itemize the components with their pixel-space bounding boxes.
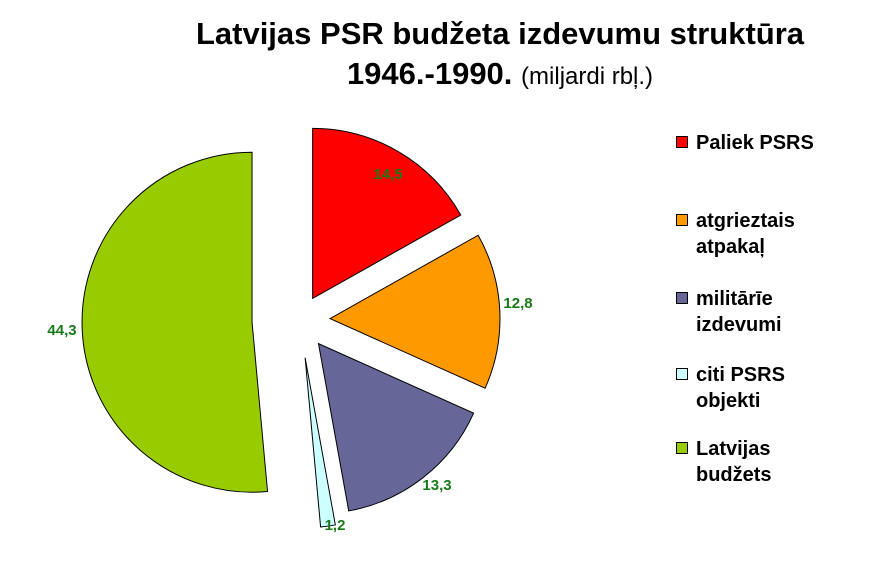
legend-label: militārīe izdevumi bbox=[696, 288, 782, 336]
pie-slice-paliek-psrs bbox=[312, 127, 462, 300]
legend-label: citi PSRS objekti bbox=[696, 364, 785, 412]
pie-slice-citi-psrs bbox=[304, 357, 336, 528]
chart-title-line2: 1946.-1990. (miljardi rbļ.) bbox=[150, 54, 850, 97]
pie-data-labels: 14,5 12,8 13,3 1,2 44,3 bbox=[47, 166, 532, 534]
legend-swatch bbox=[676, 214, 688, 226]
legend-label: Paliek PSRS bbox=[696, 132, 814, 154]
data-label-atgrieztais: 12,8 bbox=[503, 295, 532, 312]
legend-swatch bbox=[676, 292, 688, 304]
legend-swatch bbox=[676, 442, 688, 454]
pie-slices bbox=[81, 127, 501, 528]
chart-title-line1: Latvijas PSR budžeta izdevumu struktūra bbox=[195, 16, 805, 51]
pie-slice-latvijas-budzets bbox=[81, 151, 269, 493]
legend-label: atgrieztais atpakaļ bbox=[696, 210, 795, 258]
data-label-paliek-psrs: 14,5 bbox=[373, 166, 402, 183]
pie-slice-militarie bbox=[317, 342, 475, 512]
chart-title: Latvijas PSR budžeta izdevumu struktūra … bbox=[150, 14, 850, 97]
legend-label: Latvijas budžets bbox=[696, 438, 772, 486]
pie-slice-atgrieztais bbox=[328, 234, 501, 389]
chart-title-unit: (miljardi rbļ.) bbox=[521, 63, 654, 90]
data-label-latvijas-budzets: 44,3 bbox=[47, 322, 76, 339]
chart-title-years: 1946.-1990. bbox=[346, 56, 513, 91]
data-label-citi-psrs: 1,2 bbox=[325, 517, 346, 534]
legend-swatch bbox=[676, 136, 688, 148]
legend-swatch bbox=[676, 368, 688, 380]
data-label-militarie: 13,3 bbox=[422, 477, 451, 494]
